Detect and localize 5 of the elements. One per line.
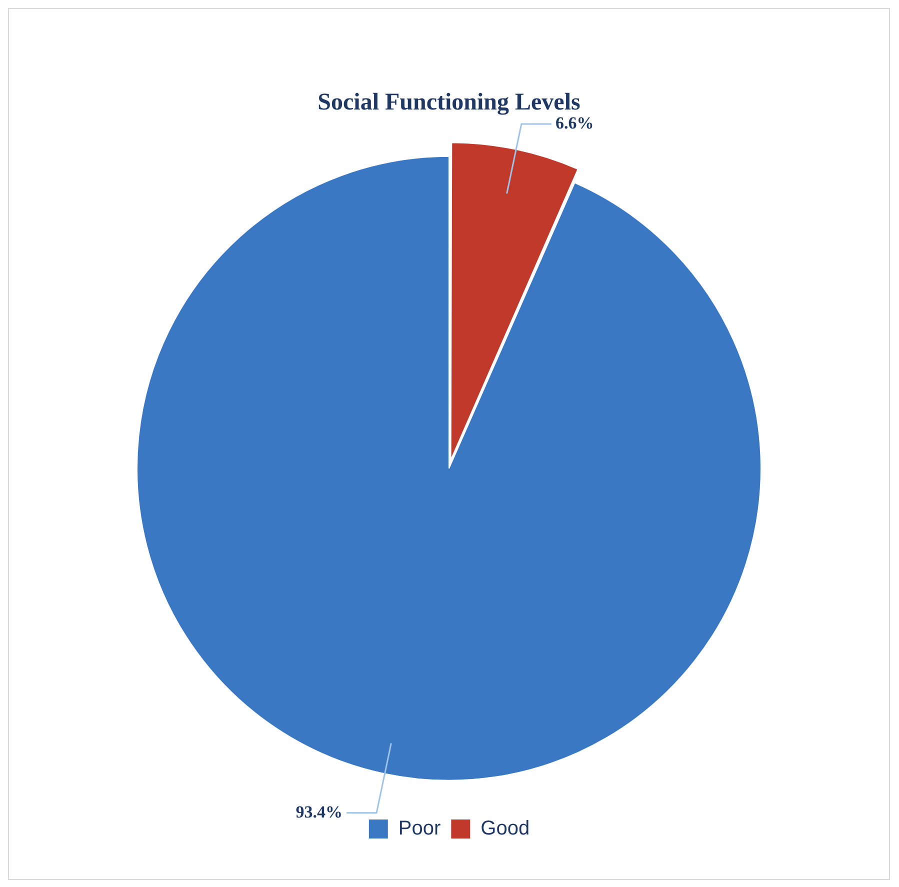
data-label: 93.4% [296, 802, 343, 822]
legend-label: Poor [398, 818, 441, 840]
legend-label: Good [480, 818, 530, 840]
data-label: 6.6% [555, 113, 594, 132]
chart-title: Social Functioning Levels [318, 90, 580, 116]
